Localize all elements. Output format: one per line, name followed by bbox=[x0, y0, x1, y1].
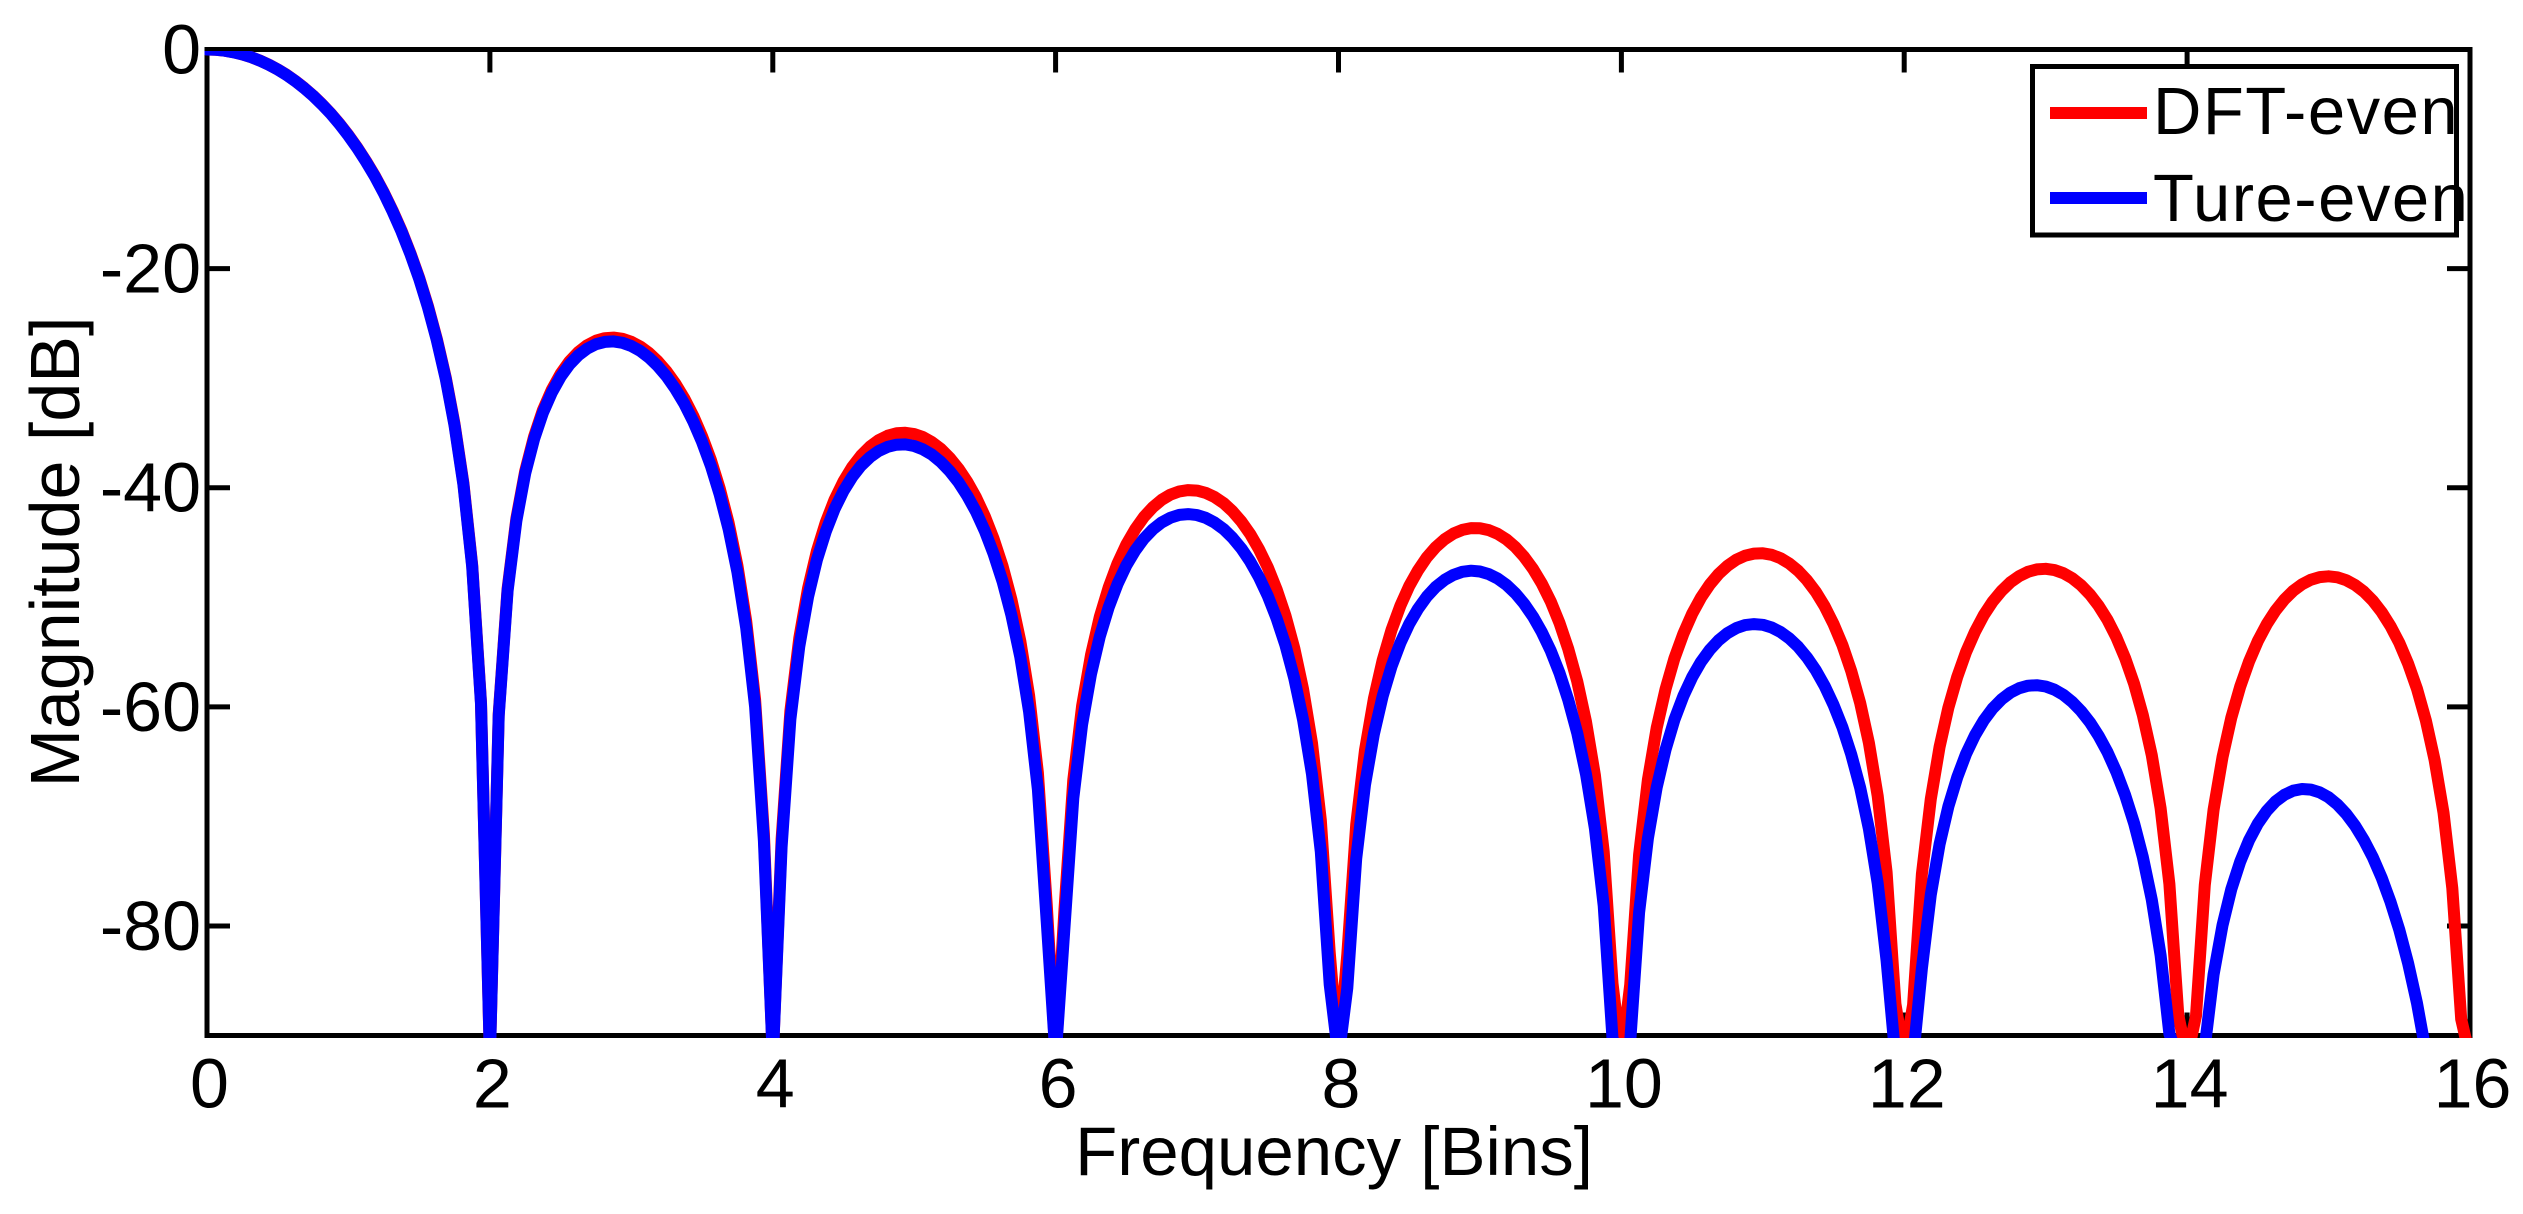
svg-text:16: 16 bbox=[2434, 1045, 2512, 1123]
svg-text:Ture-even: Ture-even bbox=[2153, 161, 2469, 236]
svg-text:14: 14 bbox=[2151, 1045, 2229, 1123]
svg-text:0: 0 bbox=[190, 1045, 229, 1123]
svg-text:12: 12 bbox=[1868, 1045, 1946, 1123]
svg-text:0: 0 bbox=[162, 11, 201, 89]
svg-text:4: 4 bbox=[756, 1045, 795, 1123]
svg-text:2: 2 bbox=[473, 1045, 512, 1123]
svg-text:-80: -80 bbox=[100, 887, 201, 965]
svg-text:DFT-even: DFT-even bbox=[2153, 74, 2459, 149]
svg-text:6: 6 bbox=[1039, 1045, 1078, 1123]
svg-text:-60: -60 bbox=[100, 668, 201, 746]
svg-text:-40: -40 bbox=[100, 449, 201, 527]
svg-text:8: 8 bbox=[1322, 1045, 1361, 1123]
svg-text:10: 10 bbox=[1585, 1045, 1663, 1123]
svg-text:Magnitude [dB]: Magnitude [dB] bbox=[16, 317, 94, 788]
svg-text:Frequency [Bins]: Frequency [Bins] bbox=[1075, 1113, 1593, 1190]
svg-text:-20: -20 bbox=[100, 230, 201, 308]
